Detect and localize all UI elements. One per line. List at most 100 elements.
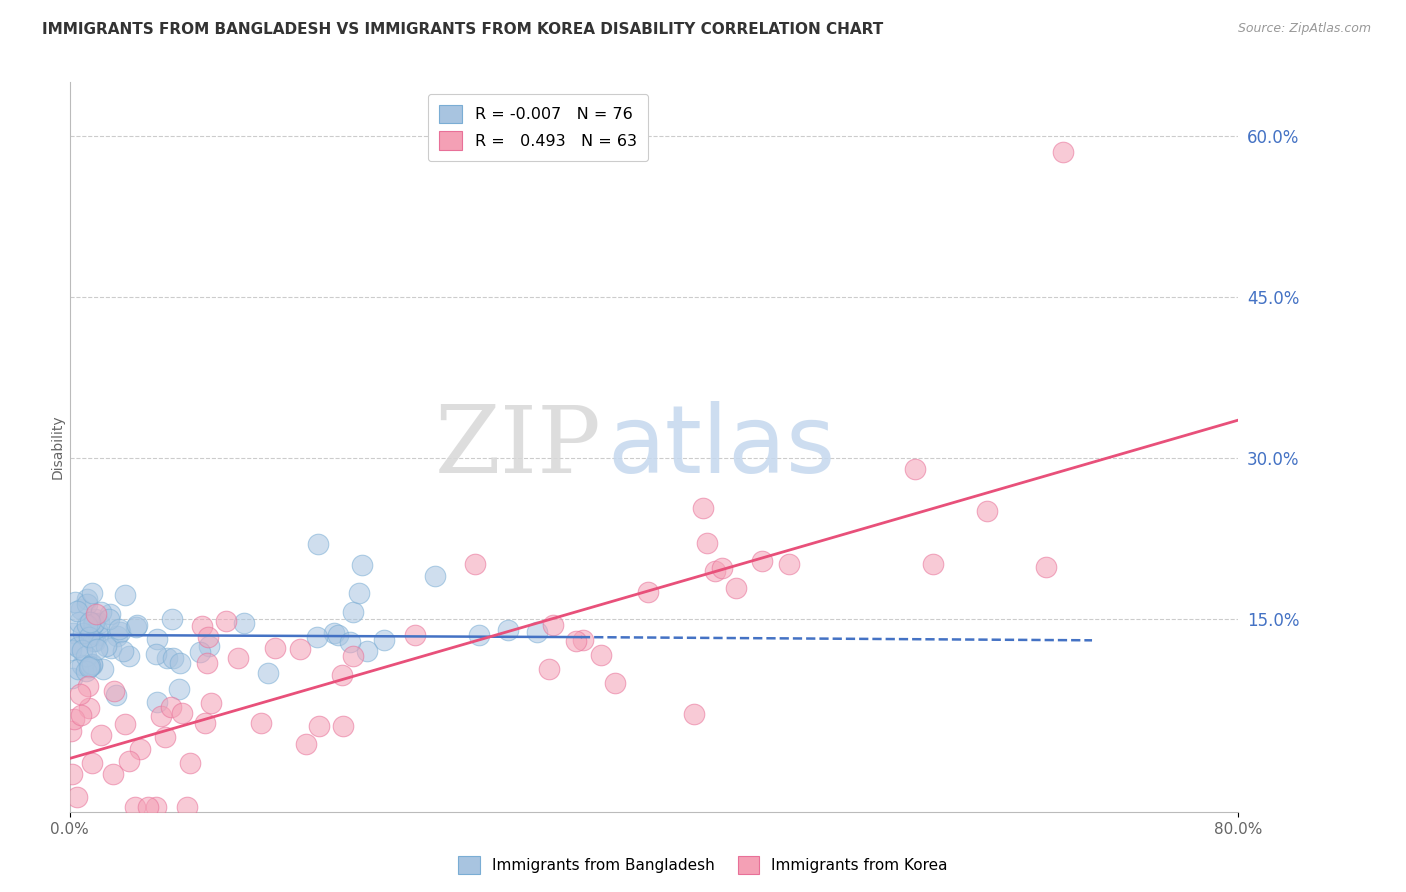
Point: [153, 730, 176, 744]
Point: [214, 614, 236, 628]
Point: [80, 627, 103, 641]
Point: [66, 604, 89, 618]
Point: [60, 723, 83, 738]
Point: [124, 799, 146, 814]
Point: [75, 648, 97, 663]
Point: [125, 618, 148, 632]
Point: [307, 630, 329, 644]
Point: [97, 612, 120, 626]
Point: [136, 799, 159, 814]
Point: [1052, 145, 1074, 159]
Point: [114, 588, 136, 602]
Point: [572, 633, 595, 648]
Point: [162, 612, 184, 626]
Point: [77, 701, 100, 715]
Point: [87, 628, 110, 642]
Point: [72, 626, 94, 640]
Point: [194, 716, 217, 731]
Point: [67, 662, 90, 676]
Point: [565, 633, 588, 648]
Point: [146, 632, 169, 647]
Point: [70, 643, 93, 657]
Point: [290, 642, 312, 657]
Point: [339, 635, 361, 649]
Point: [172, 706, 194, 721]
Point: [112, 644, 135, 658]
Point: [77, 630, 100, 644]
Point: [197, 656, 219, 670]
Point: [188, 645, 211, 659]
Y-axis label: Disability: Disability: [51, 415, 65, 479]
Point: [322, 626, 344, 640]
Point: [326, 628, 349, 642]
Point: [69, 687, 91, 701]
Point: [257, 666, 280, 681]
Point: [82, 616, 104, 631]
Point: [342, 649, 364, 664]
Point: [179, 756, 201, 771]
Point: [169, 656, 191, 670]
Point: [198, 640, 221, 654]
Point: [330, 668, 353, 682]
Point: [589, 648, 612, 663]
Point: [79, 659, 101, 673]
Point: [226, 651, 249, 665]
Point: [80, 756, 103, 770]
Point: [70, 708, 93, 723]
Point: [637, 584, 659, 599]
Point: [683, 706, 706, 721]
Point: [467, 628, 489, 642]
Point: [86, 623, 108, 637]
Point: [464, 557, 486, 571]
Point: [80, 586, 103, 600]
Point: [373, 632, 395, 647]
Point: [704, 564, 727, 578]
Point: [904, 461, 927, 475]
Point: [156, 651, 179, 665]
Point: [250, 715, 273, 730]
Point: [76, 591, 98, 606]
Point: [66, 789, 89, 804]
Point: [404, 628, 426, 642]
Point: [751, 554, 773, 568]
Point: [150, 709, 173, 723]
Point: [63, 713, 86, 727]
Text: atlas: atlas: [607, 401, 835, 493]
Point: [197, 630, 219, 644]
Point: [80, 658, 103, 673]
Point: [423, 569, 446, 583]
Point: [342, 605, 364, 619]
Point: [145, 799, 167, 814]
Point: [87, 616, 110, 631]
Point: [537, 662, 560, 676]
Point: [62, 671, 84, 685]
Point: [110, 625, 132, 640]
Text: ZIP: ZIP: [434, 402, 602, 492]
Point: [125, 620, 148, 634]
Point: [83, 616, 105, 631]
Point: [108, 622, 131, 636]
Point: [118, 754, 141, 768]
Point: [98, 607, 121, 621]
Point: [60, 767, 83, 781]
Point: [86, 642, 108, 657]
Point: [200, 696, 222, 710]
Text: IMMIGRANTS FROM BANGLADESH VS IMMIGRANTS FROM KOREA DISABILITY CORRELATION CHART: IMMIGRANTS FROM BANGLADESH VS IMMIGRANTS…: [42, 22, 883, 37]
Point: [63, 595, 86, 609]
Point: [160, 699, 183, 714]
Point: [526, 624, 548, 639]
Point: [60, 643, 83, 657]
Point: [77, 660, 100, 674]
Point: [129, 741, 152, 756]
Point: [167, 682, 190, 697]
Text: Source: ZipAtlas.com: Source: ZipAtlas.com: [1237, 22, 1371, 36]
Point: [541, 617, 564, 632]
Point: [118, 649, 141, 664]
Point: [347, 586, 370, 600]
Point: [84, 612, 107, 626]
Point: [82, 634, 104, 648]
Point: [90, 728, 112, 742]
Point: [350, 558, 373, 573]
Point: [332, 719, 354, 733]
Point: [1035, 559, 1057, 574]
